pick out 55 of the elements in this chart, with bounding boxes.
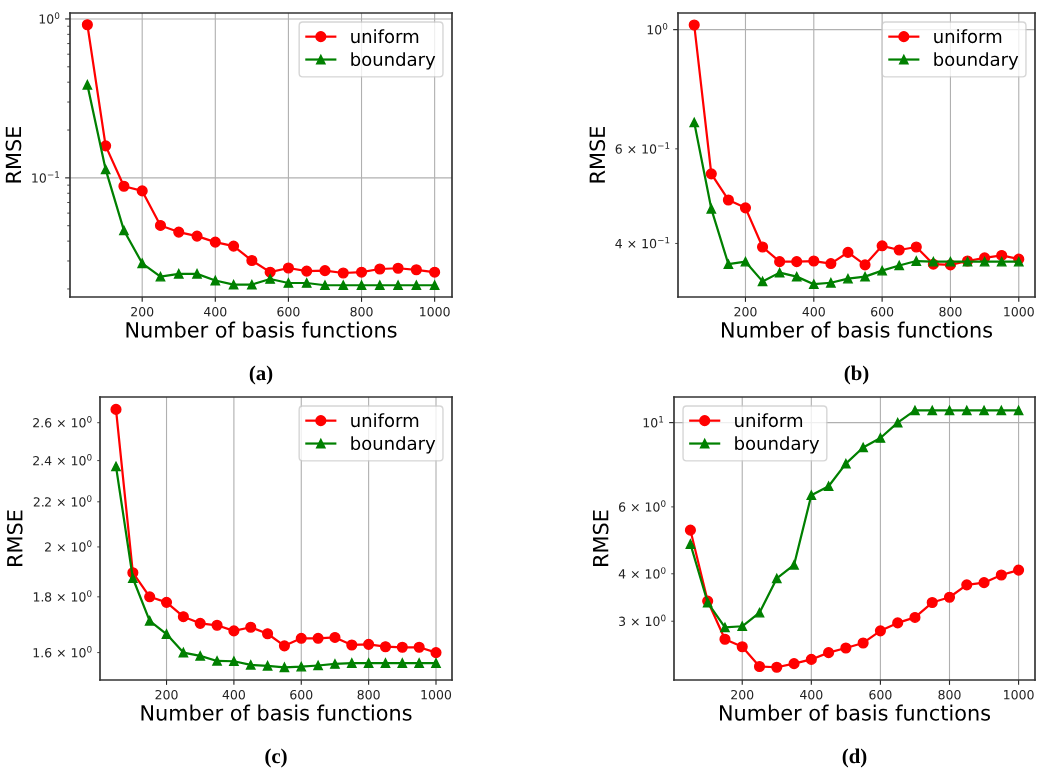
x-tick-label: 400 <box>800 689 823 700</box>
y-tick-label: 10$^{0}$ <box>647 23 668 35</box>
x-axis-title: Number of basis functions <box>720 704 991 721</box>
x-tick-label: 800 <box>939 306 962 317</box>
y-tick-label: 1.8 × 10$^{0}$ <box>33 590 92 602</box>
y-tick-label: 2.6 × 10$^{0}$ <box>33 416 92 428</box>
x-tick-label: 800 <box>350 306 373 317</box>
legend-label: uniform <box>735 413 803 428</box>
y-tick-label: 1.6 × 10$^{0}$ <box>33 645 92 658</box>
y-tick-label: 10$^{1}$ <box>643 416 664 428</box>
text: (b) <box>844 365 869 385</box>
text: (c) <box>265 748 287 768</box>
y-tick-label: 10$^{0}$ <box>39 12 60 24</box>
text: (a) <box>249 365 273 385</box>
x-tick-label: 600 <box>871 306 894 317</box>
x-tick-label: 200 <box>131 306 154 317</box>
x-axis-title: Number of basis functions <box>126 321 397 338</box>
y-tick-label: 10$^{−1}$ <box>32 171 60 183</box>
x-axis-title: Number of basis functions <box>141 704 412 721</box>
y-tick-label: 2.2 × 10$^{0}$ <box>33 495 92 507</box>
y-tick-label: 2.4 × 10$^{0}$ <box>33 453 92 466</box>
legend-label: boundary <box>351 52 436 70</box>
y-tick-label: 2 × 10$^{0}$ <box>45 540 92 552</box>
x-axis-title: Number of basis functions <box>722 321 993 338</box>
x-tick-label: 800 <box>357 689 380 700</box>
legend-label: boundary <box>351 436 436 454</box>
x-tick-label: 600 <box>277 306 300 317</box>
y-axis-title: RMSE <box>5 126 22 183</box>
x-tick-label: 800 <box>938 689 961 700</box>
legend-label: uniform <box>934 29 1002 44</box>
y-tick-label: 6 × 10$^{0}$ <box>619 500 666 512</box>
y-tick-label: 6 × 10$^{−1}$ <box>615 142 670 154</box>
y-axis-title: RMSE <box>589 126 606 183</box>
x-tick-label: 1000 <box>1004 689 1034 700</box>
x-tick-label: 1000 <box>420 306 450 317</box>
legend-label: uniform <box>351 413 419 428</box>
x-tick-label: 400 <box>222 689 245 700</box>
x-tick-label: 600 <box>869 689 892 700</box>
text: (d) <box>842 748 867 768</box>
y-axis-title: RMSE <box>6 510 23 566</box>
x-tick-label: 200 <box>734 306 757 317</box>
x-tick-label: 200 <box>155 689 178 700</box>
x-tick-label: 1000 <box>421 689 452 700</box>
y-tick-label: 4 × 10$^{−1}$ <box>615 236 670 249</box>
y-tick-label: 3 × 10$^{0}$ <box>619 614 666 627</box>
x-tick-label: 400 <box>802 306 825 317</box>
legend-label: boundary <box>934 52 1019 70</box>
x-tick-label: 1000 <box>1004 306 1034 317</box>
x-tick-label: 400 <box>203 306 227 317</box>
y-tick-label: 4 × 10$^{0}$ <box>618 567 666 579</box>
legend-label: boundary <box>735 436 820 454</box>
x-tick-label: 600 <box>290 689 313 700</box>
x-tick-label: 200 <box>731 689 754 700</box>
legend-label: uniform <box>351 29 419 44</box>
y-axis-title: RMSE <box>592 510 609 566</box>
